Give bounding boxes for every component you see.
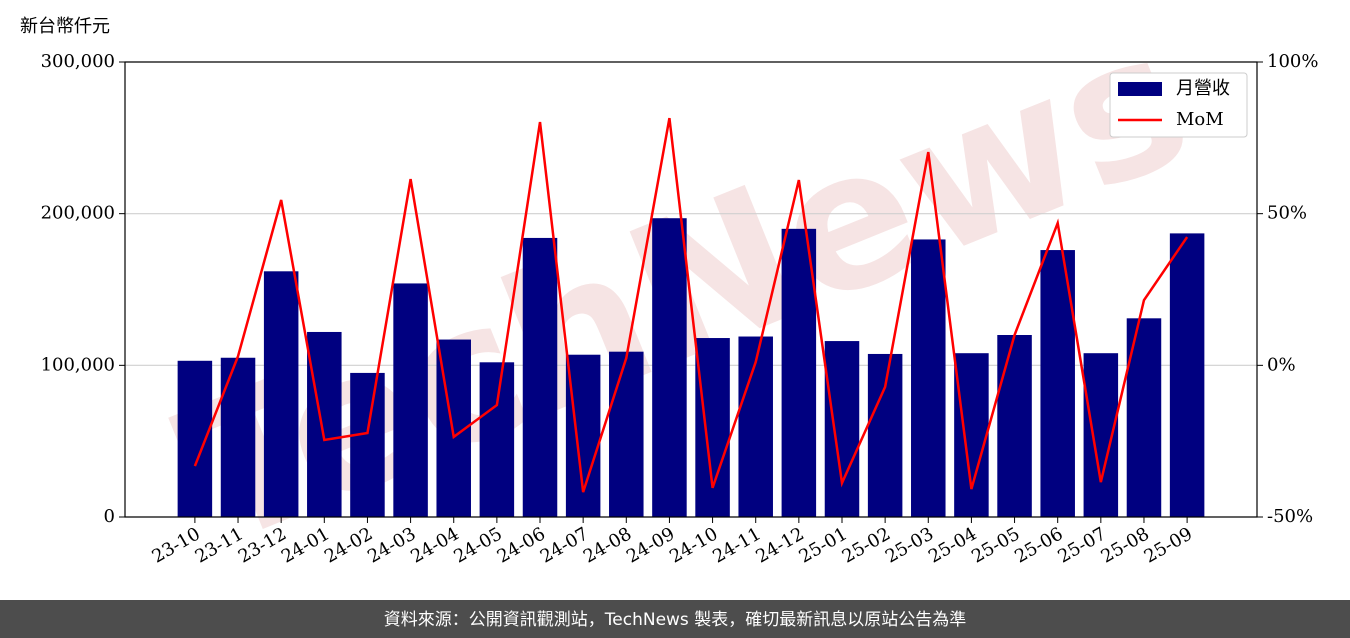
x-tick-label: 24-06 [494, 523, 549, 567]
y2-tick-label: 0% [1267, 354, 1296, 375]
x-tick-label: 24-12 [752, 523, 807, 567]
bar [954, 353, 989, 517]
y-tick-label: 200,000 [41, 203, 115, 224]
bar [1169, 233, 1205, 517]
bar [867, 353, 903, 517]
x-tick-label: 24-04 [407, 523, 462, 567]
x-tick-label: 23-10 [148, 523, 203, 567]
x-tick-label: 24-10 [666, 523, 721, 567]
bar [609, 351, 644, 517]
footer: 資料來源：公開資訊觀測站，TechNews 製表，確切最新訊息以原站公告為準 [384, 610, 966, 630]
bar [738, 336, 773, 517]
x-tick-label: 25-05 [968, 523, 1023, 567]
y2-tick-label: 100% [1267, 51, 1318, 72]
bar [350, 372, 385, 517]
x-tick-label: 25-08 [1098, 523, 1153, 567]
x-tick-label: 25-09 [1141, 523, 1196, 567]
y-axis-label: 新台幣仟元 [20, 16, 110, 37]
bar [479, 362, 515, 517]
line [193, 117, 1189, 493]
footer-bar [0, 600, 1350, 638]
x-tick-label: 25-04 [925, 523, 980, 567]
y-tick-label: 300,000 [41, 51, 115, 72]
bar [393, 283, 428, 517]
x-tick-label: 25-07 [1054, 523, 1109, 567]
bar [911, 239, 946, 517]
bar [220, 357, 256, 517]
x-tick-label: 25-03 [882, 523, 937, 567]
bar [781, 228, 817, 518]
y2-tick-label: 50% [1267, 203, 1307, 224]
y-tick-label: 0 [104, 506, 115, 527]
legend-label: MoM [1176, 109, 1224, 130]
legend-swatch [1118, 82, 1162, 96]
bar [307, 331, 342, 517]
bar [263, 271, 299, 517]
x-tick-label: 24-11 [709, 523, 764, 567]
bar [177, 360, 213, 517]
y2-tick-label: -50% [1267, 506, 1313, 527]
bar [652, 218, 687, 517]
bar [997, 335, 1032, 517]
x-tick-label: 24-07 [537, 523, 592, 567]
plot-frame [124, 61, 1258, 518]
bar [824, 341, 860, 517]
x-tick-label: 25-02 [839, 523, 894, 567]
x-tick-label: 24-08 [580, 523, 635, 567]
legend-label: 月營收 [1176, 78, 1230, 99]
bar [695, 338, 730, 517]
x-tick-label: 25-06 [1011, 523, 1066, 567]
x-tick-label: 24-05 [450, 523, 505, 567]
x-tick-label: 25-01 [796, 523, 851, 567]
x-tick-label: 24-09 [623, 523, 678, 567]
y-tick-label: 100,000 [41, 354, 115, 375]
bar [522, 237, 558, 517]
